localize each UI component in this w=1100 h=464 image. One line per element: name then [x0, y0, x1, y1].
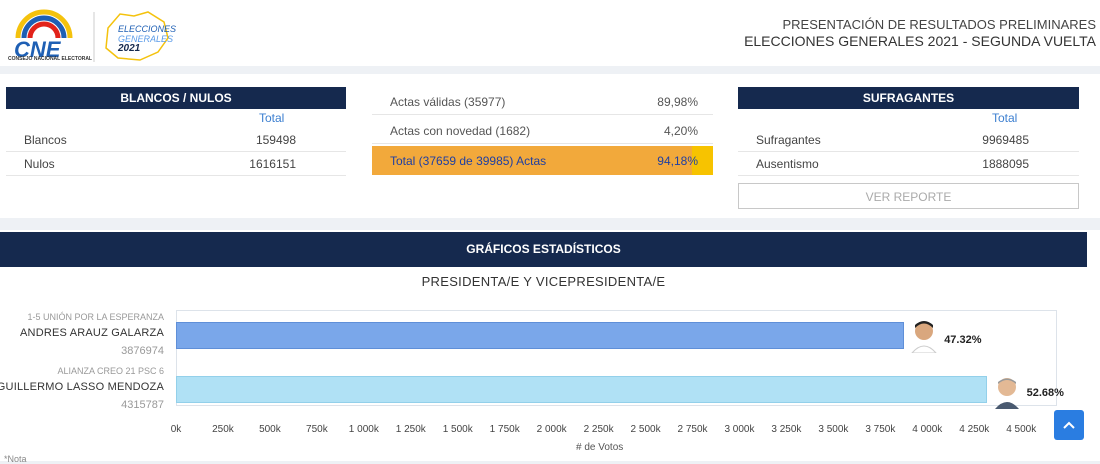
table-row: Nulos 1616151 [6, 152, 346, 176]
x-tick-label: 1 750k [489, 424, 520, 435]
x-axis-label: # de Votos [576, 442, 624, 453]
actas-total-remainder [692, 146, 713, 175]
actas-value: 4,20% [663, 124, 698, 138]
candidate-party: ALIANZA CREO 21 PSC 6 [57, 366, 164, 376]
x-tick-label: 3 500k [818, 424, 849, 435]
row-value: 159498 [255, 133, 296, 147]
title-line1: PRESENTACIÓN DE RESULTADOS PRELIMINARES [782, 17, 1096, 32]
x-tick-label: 1 500k [442, 424, 473, 435]
candidate-percent: 52.68% [1026, 387, 1064, 399]
bar-andres-arauz[interactable] [176, 322, 905, 349]
x-tick-label: 250k [212, 424, 234, 435]
elecciones-year: 2021 [118, 43, 141, 54]
charts-section: GRÁFICOS ESTADÍSTICOS PRESIDENTA/E Y VIC… [0, 230, 1100, 464]
cne-logo: CNE [14, 9, 169, 62]
candidate-votes: 3876974 [121, 345, 164, 357]
x-tick-label: 2 250k [583, 424, 614, 435]
x-tick-label: 4 000k [912, 424, 943, 435]
blancos-nulos-header: BLANCOS / NULOS [6, 87, 346, 109]
candidate-name: ANDRES ARAUZ GALARZA [20, 327, 164, 339]
table-row: Ausentismo 1888095 [738, 152, 1079, 176]
x-tick-label: 4 250k [959, 424, 990, 435]
chart-title: PRESIDENTA/E Y VICEPRESIDENTA/E [421, 274, 666, 289]
x-tick-label: 3 750k [865, 424, 896, 435]
candidate-photo [994, 378, 1019, 409]
x-tick-label: 500k [259, 424, 281, 435]
svg-text:CNE: CNE [14, 37, 62, 62]
candidate-photo [911, 321, 937, 353]
row-value: 1888095 [982, 157, 1029, 171]
chart-note: *Nota [4, 454, 27, 464]
sufragantes-total-column: Total [992, 111, 1018, 125]
x-tick-label: 2 750k [677, 424, 708, 435]
page-title: PRESENTACIÓN DE RESULTADOS PRELIMINARES … [744, 16, 1096, 50]
scroll-to-top-button[interactable] [1054, 410, 1084, 440]
actas-row: Actas válidas (35977) 89,98% [372, 88, 713, 115]
cne-subtitle: CONSEJO NACIONAL ELECTORAL [8, 56, 92, 62]
blancos-total-column: Total [259, 111, 285, 125]
chevron-up-icon [1063, 421, 1075, 429]
elecciones-line1: ELECCIONES [118, 24, 177, 34]
x-tick-label: 750k [306, 424, 328, 435]
row-value: 9969485 [982, 133, 1029, 147]
x-tick-label: 2 500k [630, 424, 661, 435]
x-tick-label: 2 000k [536, 424, 567, 435]
x-tick-label: 3 000k [724, 424, 755, 435]
actas-value: 89,98% [657, 95, 698, 109]
bar-guillermo-lasso[interactable] [176, 376, 987, 403]
candidate-name: GUILLERMO LASSO MENDOZA [0, 381, 164, 393]
actas-row: Actas con novedad (1682) 4,20% [372, 117, 713, 144]
page-header: CNE CONSEJO NACIONAL ELECTORAL ELECCIONE… [0, 0, 1100, 66]
row-value: 1616151 [249, 157, 296, 171]
sufragantes-header: SUFRAGANTES [738, 87, 1079, 109]
x-tick-label: 3 250k [771, 424, 802, 435]
title-line2: ELECCIONES GENERALES 2021 - SEGUNDA VUEL… [744, 33, 1096, 49]
candidate-party: 1-5 UNIÓN POR LA ESPERANZA [27, 312, 164, 322]
actas-total-value: 94,18% [657, 154, 698, 168]
table-row: Sufragantes 9969485 [738, 128, 1079, 152]
actas-total-label: Total (37659 de 39985) Actas [390, 154, 547, 168]
plot-area [176, 310, 1057, 406]
actas-total-bar: Total (37659 de 39985) Actas 94,18% [372, 146, 713, 175]
elecciones-line2: GENERALES [118, 34, 174, 44]
actas-label: Actas con novedad (1682) [390, 124, 531, 138]
elecciones-logo-text: ELECCIONES GENERALES 2021 [118, 24, 176, 54]
actas-label: Actas válidas (35977) [390, 95, 506, 109]
row-label: Ausentismo [756, 157, 819, 171]
x-tick-label: 4 500k [1006, 424, 1037, 435]
charts-header: GRÁFICOS ESTADÍSTICOS [0, 232, 1087, 267]
x-tick-label: 1 250k [395, 424, 426, 435]
row-label: Nulos [24, 157, 55, 171]
row-label: Blancos [24, 133, 67, 147]
row-label: Sufragantes [756, 133, 821, 147]
table-row: Blancos 159498 [6, 128, 346, 152]
candidate-votes: 4315787 [121, 399, 164, 411]
candidate-percent: 47.32% [944, 334, 982, 346]
ver-reporte-button[interactable]: VER REPORTE [738, 183, 1079, 209]
x-tick-label: 0k [170, 424, 182, 435]
x-tick-label: 1 000k [348, 424, 379, 435]
